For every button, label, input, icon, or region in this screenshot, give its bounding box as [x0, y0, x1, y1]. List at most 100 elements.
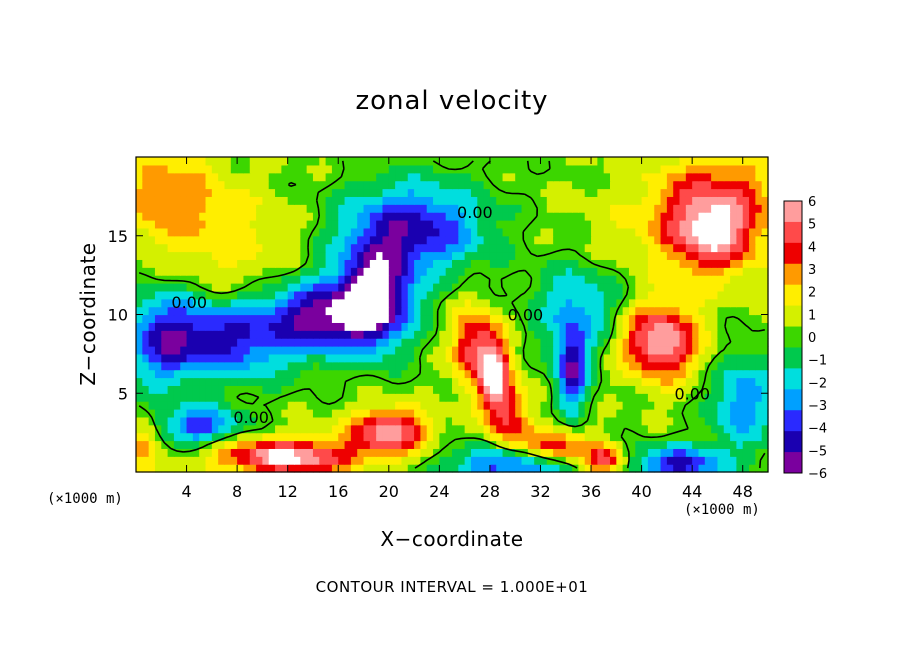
heatmap-cell — [477, 283, 485, 292]
heatmap-cell — [218, 448, 226, 457]
heatmap-cell — [439, 330, 447, 339]
heatmap-cell — [692, 314, 700, 323]
heatmap-cell — [692, 243, 700, 253]
heatmap-cell — [660, 243, 668, 253]
heatmap-cell — [401, 448, 409, 457]
heatmap-cell — [546, 212, 554, 221]
heatmap-cell — [489, 290, 497, 300]
heatmap-cell — [730, 338, 737, 347]
heatmap-cell — [218, 283, 226, 292]
heatmap-cell — [685, 243, 693, 253]
heatmap-cell — [388, 361, 396, 371]
heatmap-cell — [161, 196, 169, 205]
heatmap-cell — [723, 322, 731, 331]
heatmap-cell — [496, 440, 504, 449]
heatmap-cell — [262, 322, 270, 331]
heatmap-cell — [224, 172, 232, 182]
heatmap-cell — [730, 180, 737, 190]
heatmap-cell — [641, 290, 649, 300]
heatmap-cell — [433, 164, 440, 174]
heatmap-cell — [300, 456, 308, 465]
heatmap-cell — [161, 314, 169, 323]
heatmap-cell — [622, 267, 630, 276]
heatmap-cell — [439, 353, 447, 363]
heatmap-cell — [685, 251, 693, 260]
heatmap-cell — [470, 196, 478, 205]
heatmap-cell — [243, 424, 251, 434]
heatmap-cell — [173, 212, 181, 221]
heatmap-cell — [508, 235, 516, 245]
heatmap-cell — [439, 393, 447, 402]
heatmap-cell — [287, 385, 295, 394]
heatmap-cell — [496, 306, 504, 316]
heatmap-cell — [256, 235, 263, 245]
heatmap-cell — [312, 306, 320, 316]
heatmap-cell — [736, 306, 744, 316]
heatmap-cell — [654, 346, 662, 355]
heatmap-cell — [148, 338, 156, 347]
heatmap-cell — [262, 243, 270, 253]
heatmap-cell — [452, 456, 459, 465]
heatmap-cell — [685, 220, 693, 229]
heatmap-cell — [660, 440, 668, 449]
heatmap-cell — [224, 440, 232, 449]
heatmap-cell — [477, 409, 485, 418]
heatmap-cell — [742, 227, 750, 237]
heatmap-cell — [736, 393, 744, 402]
heatmap-cell — [445, 180, 453, 190]
heatmap-cell — [268, 259, 276, 268]
heatmap-cell — [508, 243, 516, 253]
heatmap-cell — [319, 283, 327, 292]
heatmap-cell — [521, 424, 529, 434]
heatmap-cell — [331, 409, 339, 418]
heatmap-cell — [237, 243, 245, 253]
heatmap-cell — [477, 196, 485, 205]
heatmap-cell — [395, 322, 403, 331]
heatmap-cell — [275, 432, 282, 442]
heatmap-cell — [136, 377, 143, 386]
heatmap-cell — [287, 180, 295, 190]
heatmap-cell — [553, 283, 561, 292]
contour-label: 0.00 — [171, 293, 207, 312]
heatmap-cell — [755, 432, 763, 442]
heatmap-cell — [698, 306, 706, 316]
heatmap-cell — [483, 227, 491, 237]
heatmap-cell — [192, 212, 200, 221]
heatmap-cell — [136, 306, 143, 316]
heatmap-cell — [256, 393, 263, 402]
heatmap-cell — [660, 164, 668, 174]
heatmap-cell — [515, 353, 523, 363]
heatmap-cell — [546, 456, 554, 465]
heatmap-cell — [388, 196, 396, 205]
heatmap-cell — [211, 172, 219, 182]
heatmap-cell — [591, 283, 598, 292]
heatmap-cell — [230, 401, 238, 410]
heatmap-cell — [761, 188, 769, 197]
heatmap-cell — [584, 353, 592, 363]
heatmap-cell — [572, 448, 579, 457]
heatmap-cell — [186, 401, 194, 410]
heatmap-cell — [673, 393, 681, 402]
heatmap-cell — [268, 306, 276, 316]
heatmap-cell — [565, 432, 573, 442]
heatmap-cell — [300, 314, 308, 323]
heatmap-cell — [584, 298, 592, 308]
heatmap-cell — [300, 283, 308, 292]
heatmap-cell — [357, 259, 365, 268]
heatmap-cell — [148, 172, 156, 182]
heatmap-cell — [502, 416, 510, 426]
heatmap-cell — [666, 416, 674, 426]
heatmap-cell — [186, 314, 194, 323]
heatmap-cell — [584, 259, 592, 268]
heatmap-cell — [154, 448, 162, 457]
heatmap-cell — [319, 424, 327, 434]
heatmap-cell — [565, 416, 573, 426]
heatmap-cell — [540, 180, 548, 190]
heatmap-cell — [546, 432, 554, 442]
heatmap-cell — [723, 267, 731, 276]
heatmap-cell — [154, 432, 162, 442]
heatmap-cell — [173, 432, 181, 442]
heatmap-cell — [363, 393, 371, 402]
heatmap-cell — [755, 157, 763, 166]
heatmap-cell — [199, 369, 207, 379]
